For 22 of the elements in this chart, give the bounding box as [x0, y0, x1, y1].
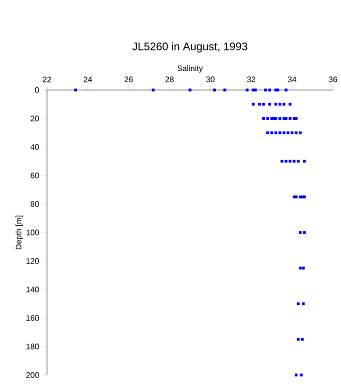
x-tick-label: 22: [42, 76, 52, 82]
x-tick-label: 24: [84, 76, 92, 82]
y-tick-label: 160: [26, 315, 39, 321]
y-tick-label: 200: [26, 372, 39, 378]
y-tick-label: 120: [26, 258, 39, 264]
y-tick-label: 40: [30, 144, 39, 150]
x-tick-label: 28: [166, 76, 174, 82]
x-tick-label: 36: [328, 76, 338, 82]
y-axis-title: Depth [m]: [16, 216, 23, 250]
y-tick-label: 140: [26, 286, 39, 292]
y-tick-label: 20: [30, 116, 39, 122]
y-tick-label: 100: [26, 230, 39, 236]
x-tick-label: 34: [288, 76, 296, 82]
x-tick-label: 30: [206, 76, 215, 82]
y-tick-label: 60: [30, 172, 39, 178]
x-tick-label: 32: [247, 76, 256, 82]
chart-title: JL5260 in August, 1993: [132, 42, 248, 52]
x-tick-label: 26: [124, 76, 133, 82]
y-tick-label: 0: [35, 87, 39, 93]
y-tick-label: 80: [30, 201, 39, 207]
x-axis-title: Salinity: [177, 65, 203, 73]
y-tick-label: 180: [26, 344, 39, 350]
